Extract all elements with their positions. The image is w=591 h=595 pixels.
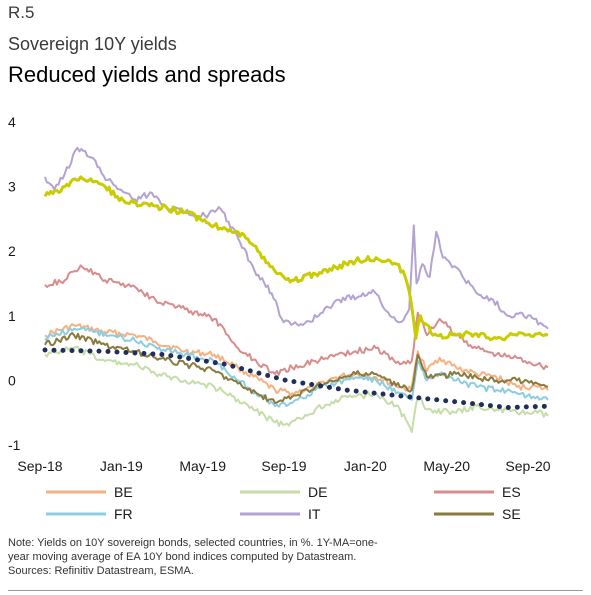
- y-tick-label: 0: [8, 372, 16, 388]
- series-lines: [42, 146, 551, 434]
- x-tick-label: May-20: [423, 458, 470, 474]
- chart-notes: Note: Yields on 10Y sovereign bonds, sel…: [8, 536, 583, 578]
- series-line: [44, 146, 549, 330]
- legend-label: DE: [308, 484, 327, 500]
- series-line: [44, 323, 549, 397]
- legend-label: BE: [114, 484, 133, 500]
- y-tick-label: -1: [8, 437, 21, 453]
- series-line: [44, 326, 549, 408]
- legend-label: ES: [502, 484, 521, 500]
- y-tick-label: 4: [8, 114, 16, 130]
- x-tick-label: Jan-19: [100, 458, 143, 474]
- chart-title: Reduced yields and spreads: [8, 62, 286, 87]
- x-axis: Sep-18 Jan-19 May-19 Sep-19 Jan-20 May-20 Sep-…: [17, 458, 550, 474]
- chart-label: R.5: [8, 3, 35, 22]
- note-line-2: year moving average of EA 10Y bond indic…: [8, 551, 357, 563]
- x-tick-label: Sep-18: [17, 458, 62, 474]
- x-tick-label: Sep-19: [261, 458, 306, 474]
- legend-label: IT: [308, 506, 321, 522]
- x-tick-label: Sep-20: [505, 458, 550, 474]
- bottom-divider: [8, 590, 583, 591]
- x-tick-label: Jan-20: [344, 458, 387, 474]
- y-tick-label: 1: [8, 308, 16, 324]
- legend: BE DE ES FR IT SE: [46, 484, 521, 522]
- series-line: [44, 345, 549, 434]
- legend-label: SE: [502, 506, 521, 522]
- series-line: [44, 332, 549, 404]
- chart-subtitle: Sovereign 10Y yields: [8, 34, 177, 54]
- series-line: [42, 347, 551, 410]
- y-axis: -1 0 1 2 3 4: [8, 114, 21, 453]
- series-line: [43, 175, 549, 342]
- y-tick-label: 2: [8, 243, 16, 259]
- line-chart: -1 0 1 2 3 4 Sep-18 Jan-19 May-19 Sep-19 Jan-20 Ma…: [8, 114, 551, 522]
- note-line-1: Note: Yields on 10Y sovereign bonds, sel…: [8, 537, 378, 549]
- legend-label: FR: [114, 506, 133, 522]
- x-tick-label: May-19: [179, 458, 226, 474]
- y-tick-label: 3: [8, 179, 16, 195]
- note-line-3: Sources: Refinitiv Datastream, ESMA.: [8, 565, 194, 577]
